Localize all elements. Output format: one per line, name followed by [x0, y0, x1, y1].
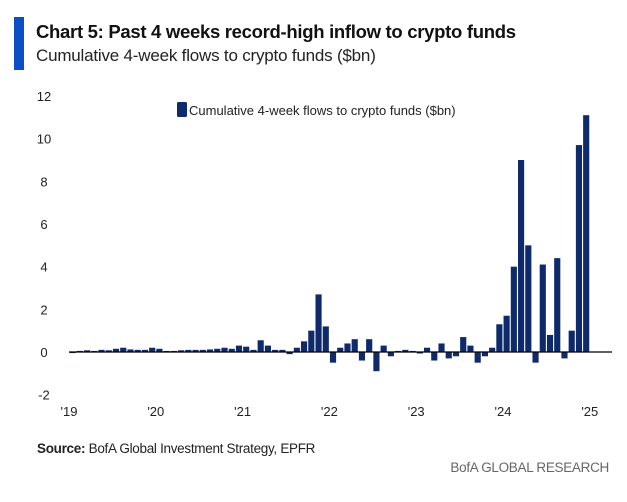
y-tick-label: 8 [40, 174, 47, 189]
bar [351, 339, 358, 352]
bar [199, 349, 206, 352]
x-tick-label: '24 [495, 404, 512, 419]
bar [322, 326, 329, 352]
bar [308, 330, 315, 352]
y-tick-label: 12 [37, 89, 51, 104]
bar [474, 352, 481, 363]
x-tick-label: '19 [61, 404, 78, 419]
bar [467, 345, 474, 352]
brand-label: BofA GLOBAL RESEARCH [450, 460, 609, 475]
bar [380, 345, 387, 352]
bar [387, 352, 394, 357]
bar [358, 352, 366, 361]
bar [568, 330, 575, 352]
bar [98, 349, 105, 352]
chart-area: 12 10 8 6 4 2 0 -2 '19 '20 '21 '22 '23 '24 '25 Cumula… [37, 89, 612, 419]
bar [279, 349, 286, 352]
bar [178, 350, 185, 352]
chart-subtitle: Cumulative 4-week flows to crypto funds … [36, 46, 376, 65]
bar [84, 350, 91, 352]
y-tick-label: 0 [40, 345, 47, 360]
bar [112, 348, 120, 352]
bar [286, 352, 293, 355]
y-tick-label: 4 [40, 260, 47, 275]
bar [221, 347, 228, 352]
bar [481, 352, 488, 357]
bar [423, 347, 431, 352]
bar [250, 349, 257, 352]
y-tick-label: 6 [40, 217, 47, 232]
bar [301, 341, 308, 352]
bar [518, 160, 525, 352]
bar [315, 294, 322, 352]
bar [575, 145, 583, 352]
bar [149, 347, 156, 352]
bar [503, 315, 510, 352]
bar [532, 352, 539, 363]
bar [141, 349, 149, 352]
bar [373, 352, 380, 372]
bar [235, 345, 243, 352]
bar [337, 347, 344, 352]
legend-swatch [177, 102, 187, 117]
bar [185, 349, 192, 352]
y-tick-label: -2 [38, 388, 50, 403]
bar [452, 352, 460, 357]
bar [156, 348, 163, 352]
x-tick-label: '23 [408, 404, 425, 419]
bar [214, 348, 221, 352]
x-tick-label: '20 [147, 404, 164, 419]
bar [264, 345, 271, 352]
x-tick-label: '22 [321, 404, 338, 419]
bar [445, 352, 452, 359]
bar [539, 264, 546, 352]
bar [438, 343, 445, 352]
bar [206, 349, 214, 352]
bar [228, 348, 235, 352]
bar [120, 347, 127, 352]
source-note: Source: BofA Global Investment Strategy,… [37, 441, 315, 456]
x-tick-label: '21 [234, 404, 251, 419]
bar [561, 352, 568, 359]
y-tick-label: 10 [37, 132, 51, 147]
bar [293, 347, 300, 352]
bar [554, 258, 561, 352]
bar [272, 349, 279, 352]
bar [402, 349, 409, 352]
legend-label: Cumulative 4-week flows to crypto funds … [189, 103, 456, 118]
bar [366, 339, 373, 352]
source-label: Source: [37, 441, 86, 456]
bar [460, 337, 467, 352]
title-accent-bar [14, 17, 24, 70]
bar [546, 334, 554, 352]
bar [329, 352, 337, 363]
bar [243, 346, 250, 352]
bar [489, 347, 496, 352]
source-text: BofA Global Investment Strategy, EPFR [88, 441, 316, 456]
bar [416, 352, 423, 354]
bar [431, 352, 438, 361]
bar [525, 245, 532, 352]
chart-title: Chart 5: Past 4 weeks record-high inflow… [36, 21, 516, 42]
bar [192, 349, 199, 352]
bar [583, 115, 590, 352]
x-tick-label: '25 [581, 404, 598, 419]
bar [496, 324, 503, 352]
bar [257, 340, 264, 352]
bar [127, 349, 134, 352]
bar [134, 349, 141, 352]
bar [105, 350, 112, 352]
bar [510, 266, 517, 352]
bar [344, 343, 351, 352]
y-tick-label: 2 [40, 302, 47, 317]
